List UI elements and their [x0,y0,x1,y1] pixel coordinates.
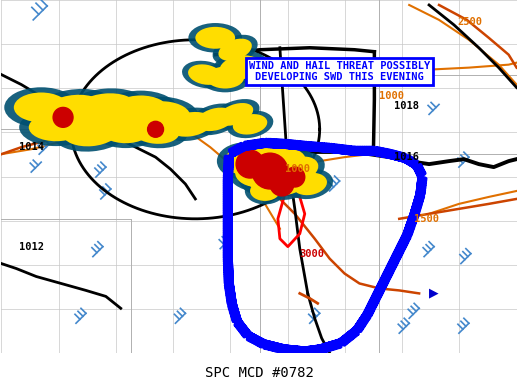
Text: ▶: ▶ [429,287,439,300]
Ellipse shape [245,178,285,204]
Ellipse shape [161,107,220,141]
Ellipse shape [189,104,241,135]
Ellipse shape [19,109,93,146]
Ellipse shape [76,93,136,121]
Text: 1500: 1500 [414,214,439,224]
Ellipse shape [227,111,274,138]
Ellipse shape [220,55,261,80]
Ellipse shape [62,116,120,146]
Text: 1018: 1018 [394,101,419,111]
Ellipse shape [189,23,242,52]
Ellipse shape [52,111,130,152]
Ellipse shape [29,113,83,141]
Ellipse shape [182,61,228,88]
Text: 3000: 3000 [300,249,325,259]
Ellipse shape [257,162,313,200]
Ellipse shape [39,95,103,128]
Ellipse shape [100,115,152,143]
Ellipse shape [264,167,306,195]
Ellipse shape [257,144,313,179]
Circle shape [148,121,164,137]
Circle shape [252,153,288,189]
Text: 1012: 1012 [19,242,45,252]
Ellipse shape [212,51,268,84]
Ellipse shape [246,162,290,192]
Text: SPC MCD #0782: SPC MCD #0782 [205,366,313,380]
Ellipse shape [286,169,333,199]
Ellipse shape [217,142,274,180]
Ellipse shape [293,173,327,195]
Text: 1014: 1014 [19,142,45,152]
Ellipse shape [281,156,318,182]
Ellipse shape [132,97,199,132]
Ellipse shape [250,181,280,201]
Ellipse shape [104,91,178,128]
Ellipse shape [243,143,287,171]
Ellipse shape [264,148,306,174]
Ellipse shape [219,39,252,61]
Ellipse shape [28,89,114,134]
Ellipse shape [235,138,295,177]
Ellipse shape [212,35,257,65]
Ellipse shape [132,119,179,144]
Ellipse shape [113,95,168,123]
Ellipse shape [188,64,223,85]
Ellipse shape [195,27,235,49]
Ellipse shape [217,103,253,126]
Text: 1000: 1000 [285,164,310,174]
Ellipse shape [233,114,267,135]
Circle shape [236,150,264,178]
Ellipse shape [211,99,260,130]
Circle shape [53,107,73,127]
Text: 1000: 1000 [379,92,405,102]
Ellipse shape [123,114,188,148]
Ellipse shape [141,101,190,127]
Ellipse shape [4,87,78,128]
Ellipse shape [228,156,282,192]
Circle shape [270,172,294,196]
Ellipse shape [196,107,235,131]
Ellipse shape [168,112,212,137]
Text: WIND AND HAIL THREAT POSSIBLY
DEVELOPING SWD THIS EVENING: WIND AND HAIL THREAT POSSIBLY DEVELOPING… [249,61,430,82]
Text: 2500: 2500 [457,17,482,27]
Ellipse shape [91,111,161,148]
Ellipse shape [235,161,275,187]
Ellipse shape [275,152,325,186]
Ellipse shape [199,63,251,92]
Text: 1016: 1016 [394,152,419,162]
Ellipse shape [206,67,244,88]
Ellipse shape [238,157,298,197]
Ellipse shape [14,92,68,122]
Circle shape [285,167,305,187]
Ellipse shape [224,147,266,175]
Ellipse shape [66,88,146,126]
